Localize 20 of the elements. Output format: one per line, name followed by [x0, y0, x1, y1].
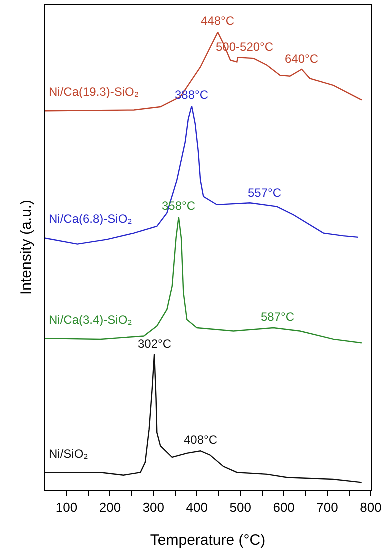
annotation: 587°C — [261, 310, 295, 324]
y-axis-title: Intensity (a.u.) — [18, 200, 36, 296]
annotation: 302°C — [138, 337, 172, 351]
x-tick-label: 100 — [56, 500, 78, 515]
annotation: 640°C — [285, 52, 319, 66]
x-tick-label: 500 — [230, 500, 252, 515]
x-tick-label: 700 — [316, 500, 338, 515]
x-tick-label: 200 — [99, 500, 122, 515]
x-axis-title: Temperature (°C) — [150, 532, 266, 550]
x-tick-label: 800 — [360, 500, 382, 515]
series-label: Ni/Ca(6.8)-SiO₂ — [49, 212, 133, 226]
x-tick-label: 400 — [186, 500, 208, 515]
annotation: 557°C — [248, 186, 282, 200]
annotation: 408°C — [184, 433, 218, 447]
series-label: Ni/Ca(3.4)-SiO₂ — [49, 313, 133, 327]
series-label: Ni/Ca(19.3)-SiO₂ — [49, 85, 140, 99]
annotation: 448°C — [201, 14, 235, 28]
x-tick-label: 600 — [273, 500, 295, 515]
x-tick-label: 300 — [142, 500, 165, 515]
series-label: Ni/SiO₂ — [49, 447, 89, 461]
